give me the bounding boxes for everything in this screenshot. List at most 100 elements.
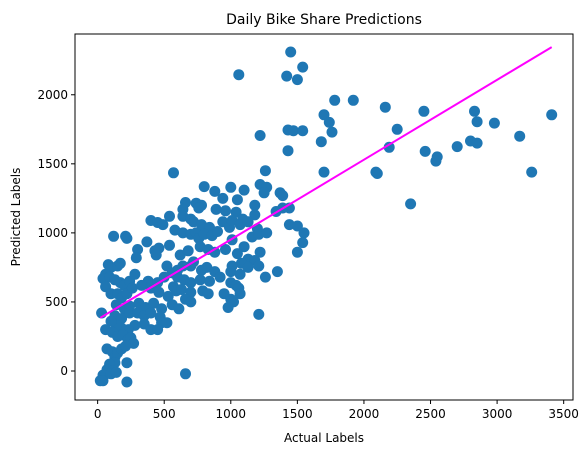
data-point <box>430 155 442 167</box>
data-point <box>514 130 526 142</box>
data-point <box>121 376 133 388</box>
data-point <box>271 266 283 278</box>
plot-frame <box>74 33 574 401</box>
ticks-layer: 0 500 1000 1500 2000 2500 3000 3500 0 500 1000 1500… <box>37 88 578 421</box>
data-point <box>315 136 327 148</box>
data-point <box>291 74 303 86</box>
data-point <box>193 202 205 214</box>
data-point <box>214 271 226 283</box>
data-point <box>132 244 144 255</box>
data-point <box>469 105 480 117</box>
data-point <box>242 216 254 228</box>
data-point <box>285 46 297 58</box>
data-point <box>391 123 403 135</box>
data-point <box>153 286 165 298</box>
data-point <box>242 261 254 273</box>
trend-line-layer <box>99 46 553 319</box>
data-point <box>164 239 175 251</box>
data-point <box>225 181 237 193</box>
x-tick-label: 500 <box>153 407 176 421</box>
data-point <box>194 274 206 286</box>
y-tick-label: 0 <box>60 364 68 378</box>
data-point <box>326 126 338 138</box>
data-point <box>253 308 265 320</box>
data-point <box>168 167 179 179</box>
data-point <box>148 297 160 309</box>
y-tick-label: 500 <box>45 295 68 309</box>
data-point <box>405 198 417 210</box>
data-point <box>156 303 168 315</box>
data-point <box>136 279 148 291</box>
data-point <box>371 168 383 179</box>
x-tick-label: 3000 <box>482 407 513 421</box>
data-point <box>546 109 558 121</box>
data-point <box>185 296 197 308</box>
data-point <box>249 209 261 221</box>
data-point <box>261 227 273 239</box>
x-tick-label: 3500 <box>548 407 579 421</box>
data-point <box>176 284 187 295</box>
data-point <box>323 116 335 128</box>
data-point <box>347 94 359 106</box>
y-tick-label: 1000 <box>37 226 68 240</box>
data-point <box>379 101 391 113</box>
data-point <box>298 227 310 239</box>
data-point <box>291 246 303 258</box>
chart-title: Daily Bike Share Predictions <box>226 12 422 28</box>
data-point <box>297 61 309 73</box>
data-point <box>202 288 214 300</box>
data-point <box>141 236 153 248</box>
data-point <box>220 244 231 255</box>
data-point <box>225 266 237 278</box>
data-point <box>297 237 309 249</box>
trend-line <box>99 46 553 319</box>
data-point <box>277 190 289 202</box>
data-point <box>124 307 136 319</box>
data-point <box>281 70 293 82</box>
y-axis-label: Predicted Labels <box>9 168 23 267</box>
data-point <box>210 203 222 215</box>
data-point <box>121 232 133 244</box>
data-point <box>217 192 229 204</box>
data-point <box>130 252 142 264</box>
data-point <box>126 282 138 294</box>
data-point <box>253 260 265 272</box>
data-point <box>419 145 431 157</box>
data-point <box>231 194 243 206</box>
data-point <box>234 288 246 300</box>
data-point <box>121 357 133 369</box>
data-point <box>291 220 303 232</box>
x-tick-label: 0 <box>94 407 102 421</box>
data-point <box>230 206 242 218</box>
data-point <box>110 366 122 378</box>
x-tick-label: 1500 <box>282 407 313 421</box>
data-point <box>329 94 341 106</box>
data-point <box>471 137 483 149</box>
data-point <box>212 226 223 237</box>
data-point <box>254 246 266 258</box>
data-point <box>108 230 120 242</box>
data-point <box>488 117 500 129</box>
data-point <box>282 145 294 157</box>
data-point <box>451 141 463 153</box>
data-point <box>145 307 157 319</box>
data-point <box>182 245 194 257</box>
data-point <box>297 125 309 137</box>
data-point <box>220 205 231 217</box>
data-point <box>383 141 395 153</box>
data-point <box>209 246 221 258</box>
data-point <box>177 260 189 272</box>
data-point <box>233 69 245 81</box>
data-point <box>287 125 299 137</box>
data-point <box>318 166 330 178</box>
data-point <box>209 185 221 197</box>
points-layer <box>94 46 558 388</box>
x-tick-label: 1000 <box>216 407 247 421</box>
x-axis-label: Actual Labels <box>284 431 364 445</box>
data-point <box>418 105 430 117</box>
data-point <box>259 271 271 283</box>
x-tick-label: 2500 <box>415 407 446 421</box>
data-point <box>238 184 250 196</box>
data-point <box>259 165 271 177</box>
